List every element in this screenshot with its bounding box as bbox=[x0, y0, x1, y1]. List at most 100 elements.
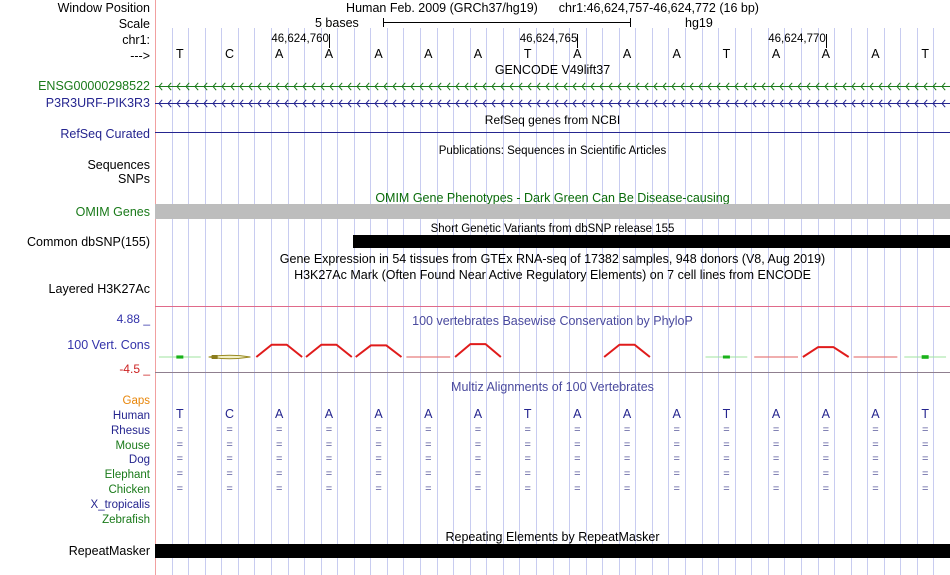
gencode-transcript-row-1[interactable] bbox=[155, 98, 950, 109]
position-coordinates: chr1:46,624,757-46,624,772 (16 bp) bbox=[558, 1, 759, 15]
sequences-label[interactable]: Sequences bbox=[87, 158, 150, 172]
grid-line bbox=[851, 28, 852, 575]
multiz-match-mark: = bbox=[176, 453, 184, 466]
grid-line bbox=[370, 28, 371, 575]
omim-genes-label[interactable]: OMIM Genes bbox=[75, 205, 150, 219]
grid-line bbox=[321, 28, 322, 575]
multiz-match-mark: = bbox=[425, 423, 432, 436]
multiz-match-mark: = bbox=[425, 468, 432, 481]
species-label-chicken[interactable]: Chicken bbox=[108, 484, 150, 496]
grid-line bbox=[221, 28, 222, 575]
ruler-base-letter: T bbox=[921, 47, 929, 61]
species-label-mouse[interactable]: Mouse bbox=[115, 439, 150, 452]
conservation-center-label: 100 vertebrates Basewise Conservation by… bbox=[412, 314, 693, 328]
repeatmasker-label[interactable]: RepeatMasker bbox=[68, 544, 150, 558]
grid-line bbox=[553, 28, 554, 575]
multiz-base-letter: A bbox=[573, 407, 582, 421]
gtex-center-label: Gene Expression in 54 tissues from GTEx … bbox=[279, 252, 826, 266]
omim-gene-bar[interactable] bbox=[155, 204, 950, 219]
phylop-conservation-chart[interactable] bbox=[155, 328, 950, 372]
multiz-match-mark: = bbox=[623, 438, 631, 451]
ruler-tick bbox=[826, 34, 827, 48]
multiz-match-mark: = bbox=[425, 453, 432, 466]
ruler-base-letter: A bbox=[473, 47, 483, 61]
ruler-base-letter: A bbox=[374, 47, 383, 61]
species-label-x_tropicalis[interactable]: X_tropicalis bbox=[90, 498, 150, 511]
ruler-base-letter: A bbox=[821, 47, 830, 61]
multiz-match-mark: = bbox=[673, 483, 680, 495]
gencode-row-label-0[interactable]: ENSG00000298522 bbox=[38, 79, 150, 93]
multiz-match-mark: = bbox=[176, 468, 184, 481]
multiz-match-mark: = bbox=[226, 468, 233, 481]
multiz-match-mark: = bbox=[574, 468, 581, 481]
ruler-coordinate-label: 46,624,760 bbox=[271, 33, 329, 45]
multiz-match-mark: = bbox=[723, 453, 730, 466]
multiz-match-mark: = bbox=[474, 438, 482, 451]
multiz-base-letter: T bbox=[921, 407, 929, 421]
common-dbsnp-label[interactable]: Common dbSNP(155) bbox=[27, 235, 150, 249]
multiz-match-mark: = bbox=[325, 423, 333, 436]
grid-line bbox=[304, 28, 305, 575]
grid-line bbox=[917, 28, 918, 575]
gencode-center-label: GENCODE V49lift37 bbox=[494, 63, 611, 77]
layered-h3k27ac-label[interactable]: Layered H3K27Ac bbox=[48, 282, 150, 296]
grid-line bbox=[586, 28, 587, 575]
multiz-match-mark: = bbox=[921, 423, 929, 436]
multiz-base-letter: A bbox=[821, 407, 830, 421]
conservation-wiggle-plot[interactable] bbox=[155, 328, 950, 372]
species-label-dog[interactable]: Dog bbox=[128, 454, 150, 467]
ruler-base-letter: A bbox=[871, 47, 880, 61]
ruler-base-letter: A bbox=[573, 47, 582, 61]
multiz-match-mark: = bbox=[524, 453, 531, 466]
species-label-elephant[interactable]: Elephant bbox=[104, 469, 150, 482]
conservation-label[interactable]: 100 Vert. Cons bbox=[67, 338, 150, 352]
scale-bar bbox=[383, 18, 631, 27]
grid-line bbox=[205, 28, 206, 575]
grid-line bbox=[172, 28, 173, 575]
species-label-rhesus[interactable]: Rhesus bbox=[111, 424, 150, 437]
label-track-separator bbox=[155, 0, 156, 575]
grid-line bbox=[569, 28, 570, 575]
track-content-area[interactable]: Human Feb. 2009 (GRCh37/hg19) chr1:46,62… bbox=[155, 0, 950, 575]
ruler-coordinates: 46,624,760 46,624,765 46,624,770 bbox=[155, 33, 950, 49]
dbsnp-variant-bar[interactable] bbox=[353, 235, 950, 248]
conservation-bottom-rule bbox=[155, 372, 950, 373]
repeatmasker-feature-bar[interactable] bbox=[155, 544, 950, 558]
multiz-base-letter: T bbox=[722, 407, 731, 421]
multiz-match-mark: = bbox=[474, 483, 482, 495]
publications-center-label: Publications: Sequences in Scientific Ar… bbox=[438, 145, 667, 157]
grid-line bbox=[188, 28, 189, 575]
grid-line bbox=[470, 28, 471, 575]
species-label-human[interactable]: Human bbox=[112, 410, 150, 422]
gaps-label[interactable]: Gaps bbox=[122, 395, 151, 407]
multiz-match-mark: = bbox=[723, 483, 730, 495]
refseq-curated-label[interactable]: RefSeq Curated bbox=[60, 127, 150, 141]
snps-label[interactable]: SNPs bbox=[118, 172, 150, 186]
multiz-match-mark: = bbox=[673, 453, 680, 466]
chrom-label: chr1: bbox=[122, 33, 150, 47]
multiz-match-mark: = bbox=[325, 438, 333, 451]
grid-line bbox=[387, 28, 388, 575]
multiz-match-mark: = bbox=[623, 453, 631, 466]
refseq-feature-line[interactable] bbox=[155, 132, 950, 133]
gencode-row-label-1[interactable]: P3R3URF-PIK3R3 bbox=[45, 96, 150, 110]
gene-strand-arrows bbox=[155, 99, 950, 108]
multiz-match-mark: = bbox=[226, 483, 233, 495]
grid-line bbox=[784, 28, 785, 575]
grid-line bbox=[702, 28, 703, 575]
multiz-alignment-rows[interactable]: T C A A A A A T A A A T A A A T = = = = = = = = = = = = = = = = = = = = = = = =… bbox=[155, 408, 950, 518]
multiz-match-mark: = bbox=[474, 468, 482, 481]
conservation-min-value: -4.5 _ bbox=[119, 362, 150, 376]
ruler-base-letter: A bbox=[324, 47, 334, 61]
grid-line bbox=[834, 28, 835, 575]
scale-label: Scale bbox=[118, 17, 150, 31]
ruler-tick bbox=[329, 34, 330, 48]
gencode-transcript-row-0[interactable] bbox=[155, 81, 950, 92]
multiz-match-mark: = bbox=[375, 453, 382, 466]
multiz-match-mark: = bbox=[723, 423, 730, 436]
grid-line bbox=[486, 28, 487, 575]
species-label-zebrafish[interactable]: Zebrafish bbox=[102, 513, 150, 526]
multiz-match-mark: = bbox=[524, 483, 531, 495]
multiz-match-mark: = bbox=[574, 483, 581, 495]
